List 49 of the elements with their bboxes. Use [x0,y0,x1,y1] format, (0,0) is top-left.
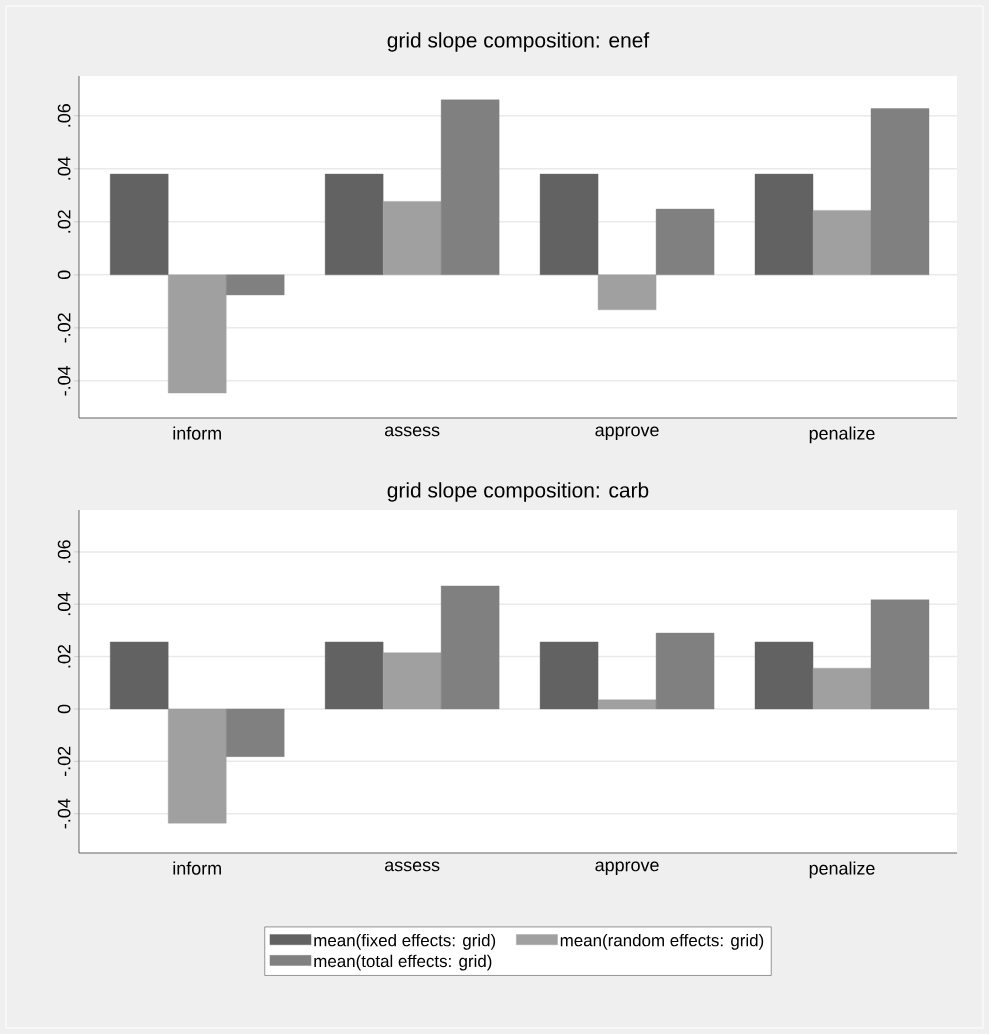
bar [110,173,169,276]
bar [539,173,599,276]
bar [440,585,500,710]
bar [324,173,384,276]
y-tick-label: .06 [57,104,71,127]
bar [655,632,715,710]
y-tick-label: .06 [57,540,71,563]
y-tick-label: 0 [57,704,71,714]
x-tick-label: assess [385,861,440,872]
y-tick-label: -.04 [57,798,71,829]
bar [226,274,285,296]
bar [324,641,384,710]
legend-label: mean(fixed effects: grid) [314,933,496,950]
x-tick-label: penalize [809,426,875,444]
y-tick-label: .02 [57,210,71,233]
y-tick-label: 0 [57,270,71,280]
chart-title: grid slope composition: enef [387,32,650,52]
legend-label: mean(total effects: grid) [314,954,492,971]
y-tick-label: -.02 [57,313,71,343]
bar [754,641,814,710]
bar [870,599,930,710]
bar [655,208,715,276]
y-tick-label: -.02 [57,746,71,776]
x-tick-label: approve [595,426,659,440]
x-tick-label: inform [173,861,221,875]
bar [754,173,814,276]
chart-title: grid slope composition: carb [387,482,649,502]
x-tick-label: inform [173,426,221,440]
bar [812,210,872,276]
y-tick-label: .02 [57,645,71,668]
bar [870,108,930,276]
y-tick-label: .04 [57,156,71,180]
legend-label: mean(random effects: grid) [560,933,764,950]
y-tick-label: -.04 [57,365,71,396]
bar [597,274,657,311]
bar [812,667,872,710]
bar [168,708,227,824]
bar [110,641,169,710]
bar [382,652,442,710]
bar [440,99,500,276]
bar [382,201,442,276]
bar [168,274,227,394]
bar [226,708,285,757]
bar [539,641,599,710]
bar [597,699,657,710]
y-tick-label: .04 [57,592,71,616]
x-tick-label: approve [595,861,659,875]
x-tick-label: assess [385,426,440,437]
x-tick-label: penalize [809,861,875,879]
